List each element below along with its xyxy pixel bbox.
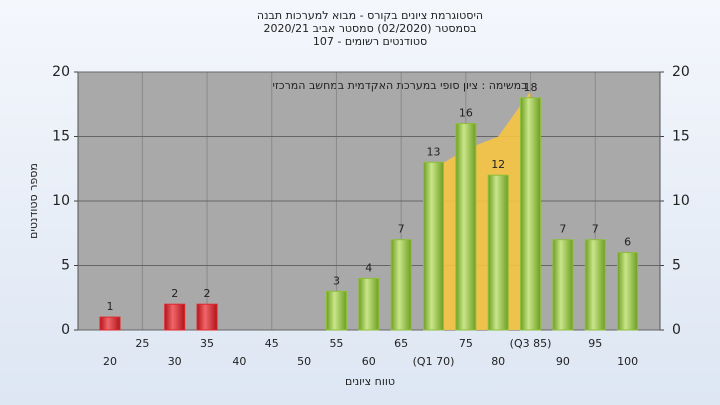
y-tick-label: 10: [672, 193, 690, 209]
x-tick-label: (Q1 70): [413, 355, 455, 368]
data-label: 16: [459, 107, 473, 120]
data-label: 2: [171, 287, 178, 300]
x-tick-label: 25: [135, 337, 149, 350]
y-axis-label: מספר סטודנטים: [27, 163, 40, 239]
bar: [325, 290, 347, 331]
bar: [164, 303, 186, 331]
data-label: 1: [107, 300, 114, 313]
y-tick-label: 5: [672, 258, 681, 274]
x-tick-label: 95: [588, 337, 602, 350]
data-label: 6: [624, 236, 631, 249]
chart-title: היסטוגרמת ציונים בקורס - מבוא למערכות תב…: [257, 9, 483, 22]
bar: [99, 316, 121, 331]
bar: [487, 174, 509, 331]
data-label: 3: [333, 274, 340, 287]
x-tick-label: 75: [459, 337, 473, 350]
y-tick-label: 20: [672, 64, 690, 80]
bar: [552, 239, 574, 331]
x-tick-label: 30: [168, 355, 182, 368]
data-label: 7: [592, 223, 599, 236]
bar: [455, 123, 477, 331]
y-tick-label: 5: [61, 258, 70, 274]
chart-subtitle: בסמסטר (02/2020) סמסטר אביב 2020/21: [263, 22, 476, 35]
y-tick-label: 15: [52, 129, 70, 145]
bar: [196, 303, 218, 331]
y-tick-label: 0: [672, 322, 681, 338]
bar: [390, 239, 412, 331]
x-tick-label: (Q3 85): [510, 337, 552, 350]
data-label: 13: [427, 145, 441, 158]
data-label: 18: [524, 81, 538, 94]
y-tick-label: 0: [61, 322, 70, 338]
x-tick-label: 40: [232, 355, 246, 368]
x-tick-label: 90: [556, 355, 570, 368]
bar: [358, 277, 380, 331]
x-tick-label: 45: [265, 337, 279, 350]
x-tick-label: 55: [329, 337, 343, 350]
x-tick-label: 80: [491, 355, 505, 368]
data-label: 4: [365, 261, 372, 274]
x-tick-label: 100: [617, 355, 638, 368]
x-tick-label: 60: [362, 355, 376, 368]
x-axis-label: טווח ציונים: [345, 375, 395, 388]
data-label: 12: [491, 158, 505, 171]
x-tick-label: 20: [103, 355, 117, 368]
y-tick-label: 10: [52, 193, 70, 209]
bar: [617, 252, 639, 331]
x-tick-label: 35: [200, 337, 214, 350]
data-label: 7: [398, 223, 405, 236]
x-tick-label: 50: [297, 355, 311, 368]
data-label: 2: [204, 287, 211, 300]
data-label: 7: [559, 223, 566, 236]
bar: [520, 97, 542, 331]
y-tick-label: 15: [672, 129, 690, 145]
x-tick-label: 65: [394, 337, 408, 350]
chart-subtitle: סטודנטים רשומים - 107: [313, 35, 427, 48]
annotation: במשימה : ציון סופי במערכת האקדמית במחשב …: [273, 79, 528, 92]
bar: [423, 161, 444, 331]
bar: [584, 239, 606, 331]
y-tick-label: 20: [52, 64, 70, 80]
